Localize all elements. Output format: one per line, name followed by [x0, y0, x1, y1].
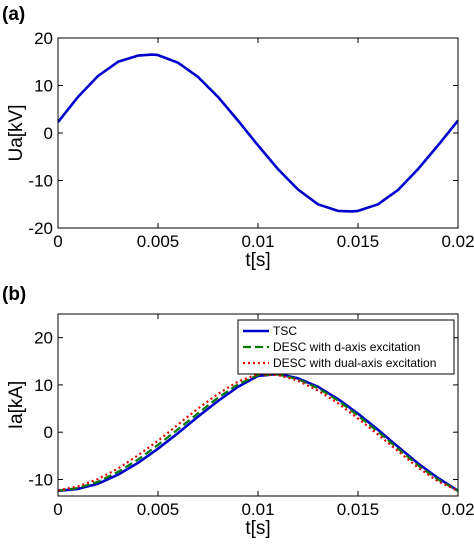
y-tick-label: 10: [34, 77, 53, 96]
y-tick-label: -10: [28, 172, 53, 191]
y-tick-label: 20: [34, 329, 53, 348]
y-axis-label: Ua[kV]: [6, 104, 27, 161]
x-tick-label: 0.005: [137, 500, 180, 519]
y-tick-label: 10: [34, 376, 53, 395]
y-tick-label: 0: [44, 124, 53, 143]
legend-box: [237, 319, 455, 375]
y-tick-label: 0: [44, 423, 53, 442]
y-tick-label: 20: [34, 29, 53, 48]
x-tick-label: 0.01: [241, 500, 274, 519]
legend-entry-2: DESC with d-axis excitation: [273, 340, 420, 354]
x-tick-label: 0: [53, 232, 62, 251]
x-tick-label: 0.015: [337, 500, 380, 519]
x-tick-label: 0: [53, 500, 62, 519]
series-line-1: [58, 53, 458, 213]
legend-entry-3: DESC with dual-axis excitation: [273, 356, 436, 370]
chart-panel-a: (a) 0 0.005 0.01 0.015 0.02 -20 -10 0 10 20 t[s] Ua[…: [2, 4, 474, 271]
chart-panel-b: (b)0 0.005 0.01 0.015 0.02-1001020t[s]Ia[kA]…: [2, 284, 474, 539]
series-line-2: [58, 373, 458, 492]
panel-label: (a): [2, 4, 25, 25]
y-tick-label: -10: [28, 470, 53, 489]
x-tick-label: 0.02: [441, 232, 474, 251]
y-tick-label: -20: [28, 219, 53, 238]
x-axis-label: t[s]: [245, 250, 270, 271]
x-tick-label: 0.015: [337, 232, 380, 251]
x-axis-label: t[s]: [245, 518, 270, 539]
legend-entry-1: TSC: [273, 324, 297, 338]
x-tick-label: 0.005: [137, 232, 180, 251]
x-tick-label: 0.01: [241, 232, 274, 251]
series-line-1: [58, 372, 458, 493]
x-tick-label: 0.02: [441, 500, 474, 519]
y-axis-label: Ia[kA]: [6, 381, 27, 430]
panel-label: (b): [2, 284, 26, 305]
axes-frame: [57, 37, 459, 229]
legend: TSC DESC with d-axis excitation DESC with …: [237, 319, 455, 375]
